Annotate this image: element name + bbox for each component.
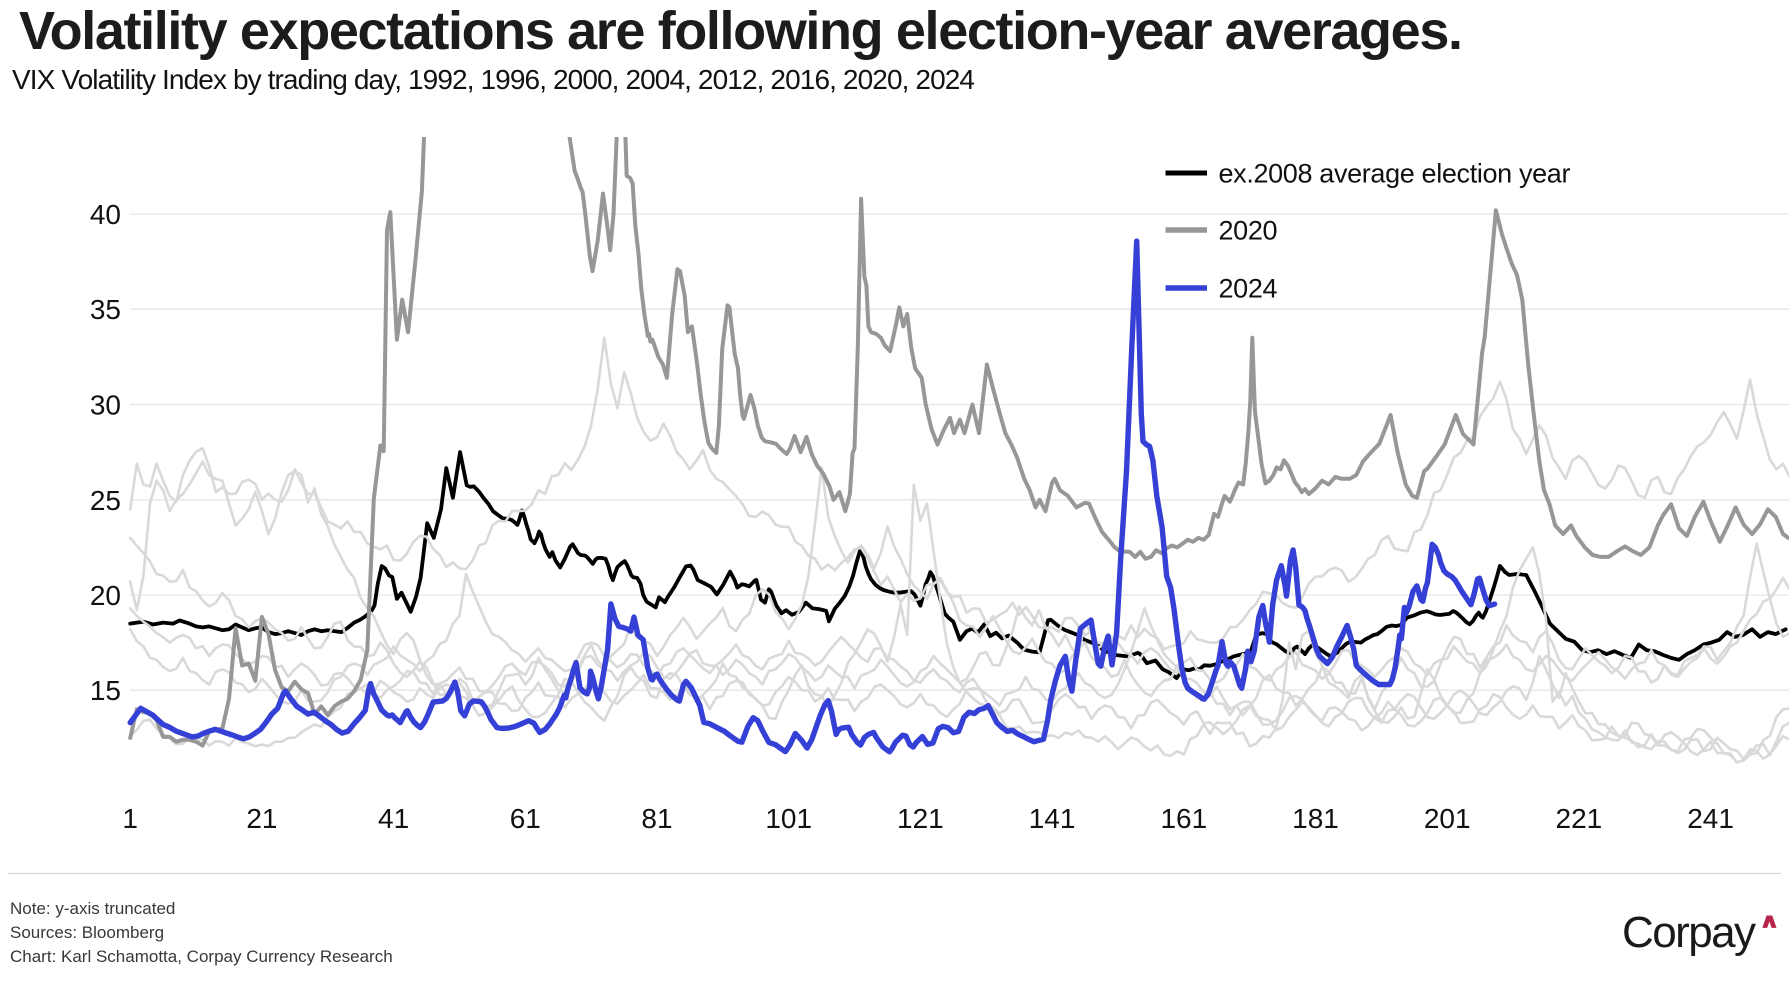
svg-text:101: 101: [765, 803, 812, 834]
svg-text:40: 40: [90, 199, 121, 230]
svg-text:Corpay: Corpay: [1622, 908, 1756, 957]
svg-text:21: 21: [246, 803, 277, 834]
svg-text:20: 20: [90, 580, 121, 611]
svg-text:241: 241: [1687, 803, 1734, 834]
svg-text:Volatility expectations are fo: Volatility expectations are following el…: [19, 1, 1463, 61]
svg-text:1: 1: [122, 803, 138, 834]
svg-text:25: 25: [90, 485, 121, 516]
svg-text:181: 181: [1292, 803, 1339, 834]
svg-text:ex.2008 average election year: ex.2008 average election year: [1219, 159, 1571, 189]
svg-text:35: 35: [90, 294, 121, 325]
svg-text:2020: 2020: [1219, 216, 1278, 246]
svg-text:Chart: Karl Schamotta, Corpay: Chart: Karl Schamotta, Corpay Currency R…: [10, 947, 393, 966]
svg-text:201: 201: [1424, 803, 1471, 834]
svg-text:30: 30: [90, 390, 121, 421]
svg-text:161: 161: [1160, 803, 1207, 834]
svg-text:Note: y-axis truncated: Note: y-axis truncated: [10, 899, 175, 918]
svg-text:141: 141: [1029, 803, 1076, 834]
svg-text:81: 81: [641, 803, 672, 834]
svg-text:221: 221: [1556, 803, 1603, 834]
svg-text:VIX Volatility Index by tradin: VIX Volatility Index by trading day, 199…: [12, 64, 975, 95]
svg-text:61: 61: [510, 803, 541, 834]
svg-text:41: 41: [378, 803, 409, 834]
svg-text:Sources: Bloomberg: Sources: Bloomberg: [10, 923, 164, 942]
svg-text:2024: 2024: [1219, 274, 1278, 304]
svg-text:15: 15: [90, 675, 121, 706]
svg-text:121: 121: [897, 803, 944, 834]
